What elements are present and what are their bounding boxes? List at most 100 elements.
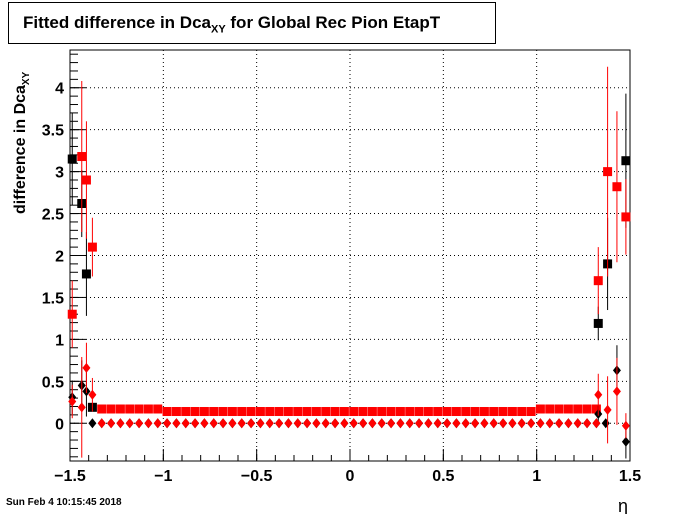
square-marker xyxy=(77,152,87,162)
diamond-marker xyxy=(452,418,461,429)
y-tick-label: 3.5 xyxy=(42,123,64,140)
x-tick-label: 1 xyxy=(532,468,541,485)
diamond-marker xyxy=(340,418,349,429)
y-tick-label: 1.5 xyxy=(42,290,64,307)
diamond-marker xyxy=(284,418,293,429)
diamond-marker xyxy=(135,418,144,429)
diamond-marker xyxy=(583,418,592,429)
chart-title-subscript: XY xyxy=(210,23,226,36)
square-marker xyxy=(470,407,480,417)
x-tick-label: −1.5 xyxy=(54,468,86,485)
diamond-marker xyxy=(88,389,97,400)
square-marker xyxy=(227,407,237,417)
square-marker xyxy=(489,407,499,417)
chart-title-rest: for Global Rec Pion EtapT xyxy=(225,13,441,32)
diamond-marker xyxy=(153,418,162,429)
diamond-marker xyxy=(396,418,405,429)
diamond-marker xyxy=(163,418,172,429)
square-marker xyxy=(621,212,631,222)
diamond-marker xyxy=(116,418,125,429)
square-marker xyxy=(81,269,91,279)
square-marker xyxy=(115,404,125,414)
square-marker xyxy=(162,407,172,417)
square-marker xyxy=(423,407,433,417)
square-marker xyxy=(479,407,489,417)
diamond-marker xyxy=(489,418,498,429)
diamond-marker xyxy=(536,418,545,429)
square-marker xyxy=(526,407,536,417)
diamond-marker xyxy=(387,418,396,429)
square-marker xyxy=(593,318,603,328)
diamond-marker xyxy=(368,418,377,429)
grid-lines xyxy=(70,50,630,461)
square-marker xyxy=(573,404,583,414)
diamond-marker xyxy=(443,418,452,429)
diamond-marker xyxy=(480,418,489,429)
square-marker xyxy=(554,404,564,414)
square-marker xyxy=(535,404,545,414)
square-marker xyxy=(134,404,144,414)
square-marker xyxy=(442,407,452,417)
square-marker xyxy=(97,404,107,414)
diamond-marker xyxy=(312,418,321,429)
y-tick-label: 2 xyxy=(55,249,64,266)
diamond-marker xyxy=(555,418,564,429)
square-marker xyxy=(386,407,396,417)
diamond-marker xyxy=(461,418,470,429)
square-marker xyxy=(218,407,228,417)
square-marker xyxy=(255,407,265,417)
square-marker xyxy=(367,407,377,417)
diamond-marker xyxy=(82,362,91,373)
square-marker xyxy=(302,407,312,417)
diamond-marker xyxy=(331,418,340,429)
diamond-marker xyxy=(603,404,612,415)
square-marker xyxy=(461,407,471,417)
square-marker xyxy=(143,404,153,414)
diamond-marker xyxy=(349,418,358,429)
square-marker xyxy=(451,407,461,417)
diamond-marker xyxy=(256,418,265,429)
y-tick-label: 1 xyxy=(55,332,64,349)
square-marker xyxy=(67,154,77,164)
square-marker xyxy=(209,407,219,417)
y-tick-label: 4 xyxy=(55,81,64,98)
diamond-marker xyxy=(181,418,190,429)
diamond-marker xyxy=(107,418,116,429)
x-tick-label: −1 xyxy=(154,468,172,485)
diamond-marker xyxy=(377,418,386,429)
diamond-marker xyxy=(594,389,603,400)
square-marker xyxy=(621,156,631,166)
diamond-marker xyxy=(293,418,302,429)
square-marker xyxy=(265,407,275,417)
square-marker xyxy=(274,407,284,417)
diamond-marker xyxy=(125,418,134,429)
diamond-marker xyxy=(321,418,330,429)
diamond-marker xyxy=(219,418,228,429)
diamond-marker xyxy=(191,418,200,429)
square-marker xyxy=(199,407,209,417)
square-marker xyxy=(405,407,415,417)
square-marker xyxy=(67,309,77,319)
square-marker xyxy=(433,407,443,417)
diamond-marker xyxy=(68,396,77,407)
square-marker xyxy=(283,407,293,417)
x-tick-label: 0 xyxy=(346,468,355,485)
diamond-marker xyxy=(237,418,246,429)
diamond-marker xyxy=(247,418,256,429)
diamond-marker xyxy=(77,402,86,413)
square-marker xyxy=(545,404,555,414)
square-marker xyxy=(358,407,368,417)
diamond-marker xyxy=(508,418,517,429)
diamond-marker xyxy=(209,418,218,429)
square-marker xyxy=(563,404,573,414)
diamond-marker xyxy=(97,418,106,429)
diamond-marker xyxy=(275,418,284,429)
y-tick-label: 3 xyxy=(55,165,64,182)
square-marker xyxy=(246,407,256,417)
square-marker xyxy=(87,242,97,252)
square-marker xyxy=(395,407,405,417)
tick-labels: −1.5 −1 −0.5 0 0.5 1 1.5 0 0.5 1 1.5 2 2.5 3 3.5 4 xyxy=(42,81,641,485)
y-tick-label: 0.5 xyxy=(42,374,64,391)
diamond-marker xyxy=(621,436,630,447)
diamond-marker xyxy=(415,418,424,429)
